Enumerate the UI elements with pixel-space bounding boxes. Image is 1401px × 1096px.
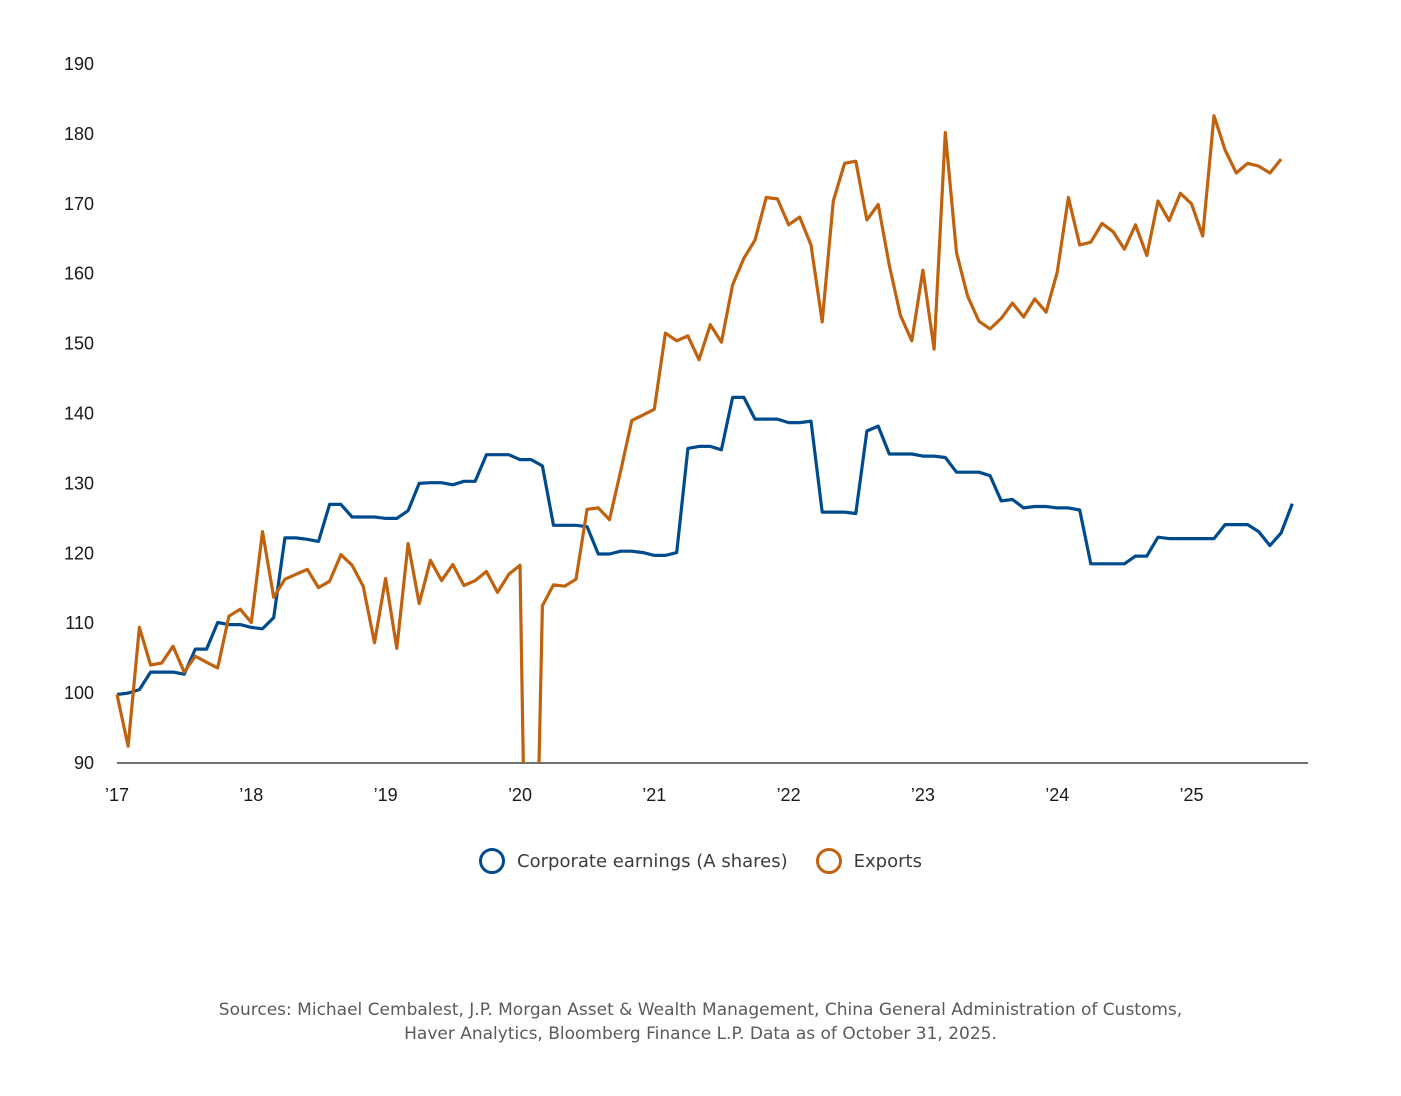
x-tick-label: ’18 bbox=[239, 785, 263, 805]
x-tick-label: ’21 bbox=[642, 785, 666, 805]
legend-label: Exports bbox=[853, 850, 922, 872]
y-tick-label: 130 bbox=[64, 473, 94, 493]
source-line-1: Sources: Michael Cembalest, J.P. Morgan … bbox=[218, 1000, 1183, 1020]
x-axis-ticks: ’17 ’18 ’19 ’20 ’21 ’22 ’23 ’24 ’25 bbox=[105, 785, 1204, 805]
y-tick-label: 150 bbox=[64, 334, 94, 354]
legend-label: Corporate earnings (A shares) bbox=[517, 850, 788, 872]
x-tick-label: ’24 bbox=[1045, 785, 1069, 805]
legend: Corporate earnings (A shares) Exports bbox=[0, 848, 1401, 874]
legend-item-exports: Exports bbox=[815, 848, 922, 874]
y-tick-label: 100 bbox=[64, 683, 94, 703]
y-tick-label: 170 bbox=[64, 194, 94, 214]
source-note: Sources: Michael Cembalest, J.P. Morgan … bbox=[0, 998, 1401, 1046]
y-tick-label: 180 bbox=[64, 124, 94, 144]
y-axis-ticks: 90 100 110 120 130 140 150 160 170 180 190 bbox=[64, 54, 94, 773]
source-line-2: Haver Analytics, Bloomberg Finance L.P. … bbox=[404, 1024, 997, 1044]
y-tick-label: 110 bbox=[65, 613, 94, 633]
x-tick-label: ’17 bbox=[105, 785, 129, 805]
legend-circle-icon bbox=[479, 848, 506, 874]
series-line-exports bbox=[115, 114, 1283, 764]
x-tick-label: ’20 bbox=[508, 785, 532, 805]
y-tick-label: 90 bbox=[74, 753, 94, 773]
y-tick-label: 160 bbox=[64, 264, 94, 284]
legend-circle-icon bbox=[815, 848, 842, 874]
series-line-corporate-earnings bbox=[116, 395, 1294, 697]
x-tick-label: ’25 bbox=[1180, 785, 1204, 805]
legend-item-corporate-earnings: Corporate earnings (A shares) bbox=[479, 848, 788, 874]
y-tick-label: 120 bbox=[64, 543, 94, 563]
y-tick-label: 190 bbox=[64, 54, 94, 74]
x-tick-label: ’22 bbox=[777, 785, 801, 805]
x-tick-label: ’19 bbox=[374, 785, 398, 805]
y-tick-label: 140 bbox=[64, 404, 94, 424]
series-lines bbox=[115, 114, 1294, 764]
x-tick-label: ’23 bbox=[911, 785, 935, 805]
